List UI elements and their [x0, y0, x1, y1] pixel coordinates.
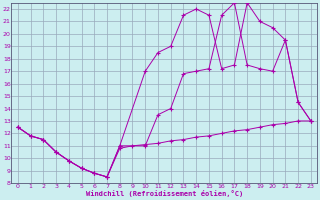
X-axis label: Windchill (Refroidissement éolien,°C): Windchill (Refroidissement éolien,°C): [86, 190, 243, 197]
